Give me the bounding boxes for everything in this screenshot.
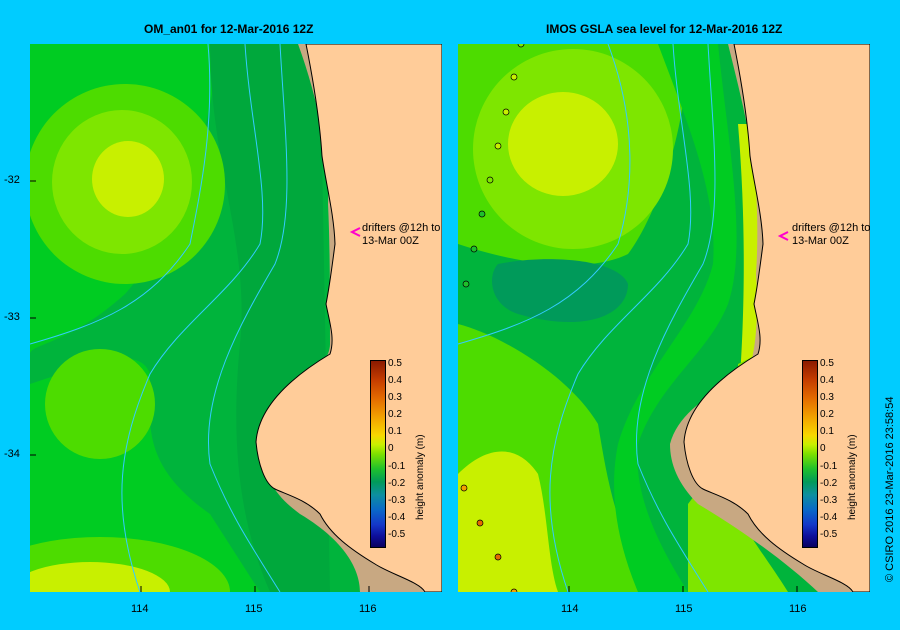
cbar-tick: 0.3 bbox=[820, 392, 834, 404]
x-tick-label: 116 bbox=[789, 603, 807, 615]
drifter-point bbox=[486, 176, 494, 184]
right-colorbar-ticks: 0.5 0.4 0.3 0.2 0.1 0 -0.1 -0.2 -0.3 -0.… bbox=[820, 355, 837, 543]
drifter-annotation-line2: 13-Mar 00Z bbox=[792, 235, 849, 247]
cbar-tick: -0.3 bbox=[388, 494, 406, 506]
cbar-tick: -0.1 bbox=[820, 460, 838, 472]
x-tick-label: 116 bbox=[359, 603, 377, 615]
isobath-line bbox=[30, 44, 211, 345]
cbar-tick: -0.4 bbox=[820, 511, 838, 523]
contour-eddy-inner bbox=[92, 141, 164, 217]
cbar-tick: 0.2 bbox=[820, 409, 834, 421]
drifter-marker bbox=[349, 227, 361, 237]
right-map-panel bbox=[458, 44, 870, 592]
drifter-point bbox=[462, 280, 470, 288]
cbar-tick: 0.5 bbox=[820, 358, 834, 369]
cbar-tick: -0.5 bbox=[820, 528, 838, 540]
drifter-point bbox=[510, 588, 518, 592]
cbar-tick: 0 bbox=[820, 443, 826, 455]
right-colorbar-label: height anomaly (m) bbox=[847, 434, 858, 520]
cbar-tick: -0.5 bbox=[388, 528, 406, 540]
cbar-tick: -0.3 bbox=[820, 494, 838, 506]
drifter-point bbox=[510, 73, 518, 81]
land-area bbox=[683, 44, 870, 592]
contour-mid bbox=[45, 349, 155, 459]
drifter-annotation-line2: 13-Mar 00Z bbox=[362, 235, 419, 247]
cbar-tick: 0.3 bbox=[388, 392, 402, 404]
left-colorbar-label: height anomaly (m) bbox=[415, 434, 426, 520]
right-panel-title: IMOS GSLA sea level for 12-Mar-2016 12Z bbox=[546, 22, 783, 36]
drifter-point bbox=[517, 44, 525, 48]
x-tick-label: 114 bbox=[561, 603, 579, 615]
left-panel-title: OM_an01 for 12-Mar-2016 12Z bbox=[144, 22, 314, 36]
cbar-tick: 0.1 bbox=[820, 426, 834, 438]
drifter-point bbox=[502, 108, 510, 116]
cbar-tick: 0.5 bbox=[388, 358, 402, 369]
drifter-point bbox=[476, 519, 484, 527]
contour-coastal-warm bbox=[738, 124, 758, 424]
isobath-line bbox=[121, 44, 264, 592]
drifter-point bbox=[460, 484, 468, 492]
cbar-tick: -0.2 bbox=[388, 477, 406, 489]
contour-band bbox=[614, 44, 737, 592]
left-map-panel bbox=[30, 44, 442, 592]
cbar-tick: 0.1 bbox=[388, 426, 402, 438]
cbar-tick: 0.4 bbox=[820, 375, 834, 387]
isobath-line bbox=[549, 44, 692, 592]
cbar-tick: -0.2 bbox=[820, 477, 838, 489]
drifter-point bbox=[494, 553, 502, 561]
drifter-point bbox=[478, 210, 486, 218]
cbar-tick: 0 bbox=[388, 443, 394, 455]
drifter-point bbox=[494, 142, 502, 150]
contour-south bbox=[30, 562, 170, 592]
contour-eddy-inner bbox=[508, 92, 618, 196]
contour-south bbox=[458, 451, 558, 592]
y-tick-label: -34 bbox=[4, 448, 20, 460]
left-colorbar bbox=[370, 360, 386, 548]
isobath-line bbox=[208, 44, 288, 592]
isobath-line bbox=[636, 44, 716, 592]
isobath-line bbox=[458, 44, 631, 345]
drifter-annotation-line1: drifters @12h to bbox=[792, 222, 871, 234]
drifter-marker bbox=[777, 231, 789, 241]
x-tick-label: 115 bbox=[675, 603, 693, 615]
y-tick-label: -32 bbox=[4, 174, 20, 186]
x-tick-label: 115 bbox=[245, 603, 263, 615]
cbar-tick: -0.1 bbox=[388, 460, 406, 472]
copyright-text: © CSIRO 2016 23-Mar-2016 23:58:54 bbox=[884, 396, 896, 582]
drifter-annotation-line1: drifters @12h to bbox=[362, 222, 441, 234]
cbar-tick: 0.4 bbox=[388, 375, 402, 387]
y-tick-label: -33 bbox=[4, 311, 20, 323]
contour-low bbox=[492, 259, 628, 323]
cbar-tick: 0.2 bbox=[388, 409, 402, 421]
left-colorbar-ticks: 0.5 0.4 0.3 0.2 0.1 0 -0.1 -0.2 -0.3 -0.… bbox=[388, 355, 405, 543]
x-tick-label: 114 bbox=[131, 603, 149, 615]
right-colorbar bbox=[802, 360, 818, 548]
drifter-point bbox=[470, 245, 478, 253]
cbar-tick: -0.4 bbox=[388, 511, 406, 523]
land-area bbox=[255, 44, 442, 592]
